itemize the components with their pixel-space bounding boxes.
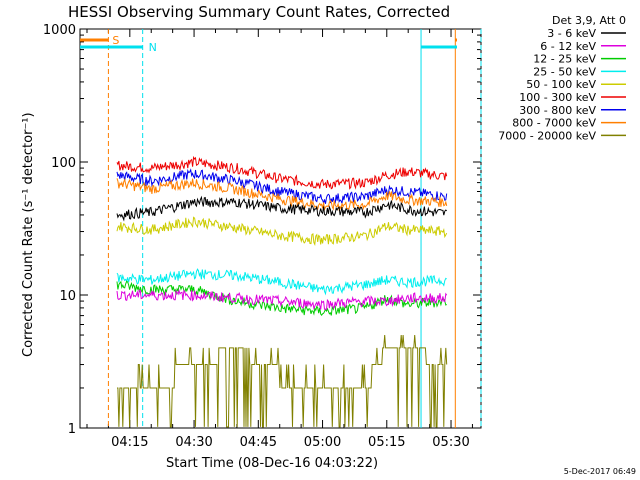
plot-frame (79, 28, 482, 429)
legend-title: Det 3,9, Att 0 (552, 14, 626, 27)
series-line (117, 334, 448, 428)
timestamp-footer: 5-Dec-2017 06:49 (564, 467, 636, 476)
legend-label: 50 - 100 keV (526, 78, 596, 91)
series-line (116, 178, 448, 212)
y-tick-label: 1 (68, 422, 76, 437)
series-line (116, 288, 448, 311)
x-tick-label: 04:45 (240, 435, 277, 450)
s-flag-label: S (112, 34, 119, 47)
y-tick-label: 100 (51, 156, 76, 171)
legend-label: 300 - 800 keV (519, 104, 596, 117)
n-flag-label: N (149, 41, 157, 54)
series-line (116, 268, 447, 296)
series-line (116, 216, 448, 246)
x-tick-label: 05:15 (368, 435, 405, 450)
series-line (116, 155, 448, 190)
legend-label: 800 - 7000 keV (512, 117, 596, 130)
legend-label: 6 - 12 keV (540, 40, 596, 53)
x-tick-label: 05:30 (432, 435, 469, 450)
x-tick-label: 04:15 (111, 435, 148, 450)
legend-label: 12 - 25 keV (533, 53, 596, 66)
x-tick-label: 04:30 (175, 435, 212, 450)
plot-area: 04:15 04:30 04:45 05:00 05:15 05:30 1 10 100 1000… (43, 23, 482, 450)
y-tick-label: 1000 (43, 23, 76, 38)
x-axis-label: Start Time (08-Dec-16 04:03:22) (166, 456, 378, 471)
legend-label: 100 - 300 keV (519, 91, 596, 104)
y-tick-label: 10 (59, 289, 76, 304)
x-tick-label: 05:00 (304, 435, 341, 450)
series-line (116, 168, 448, 205)
series-line (116, 195, 448, 222)
legend-label: 3 - 6 keV (547, 27, 596, 40)
y-axis-label: Corrected Count Rate (s⁻¹ detector⁻¹) (21, 112, 36, 357)
chart-title: HESSI Observing Summary Count Rates, Cor… (68, 3, 450, 21)
legend-label: 25 - 50 keV (533, 65, 596, 78)
legend-label: 7000 - 20000 keV (498, 129, 596, 142)
